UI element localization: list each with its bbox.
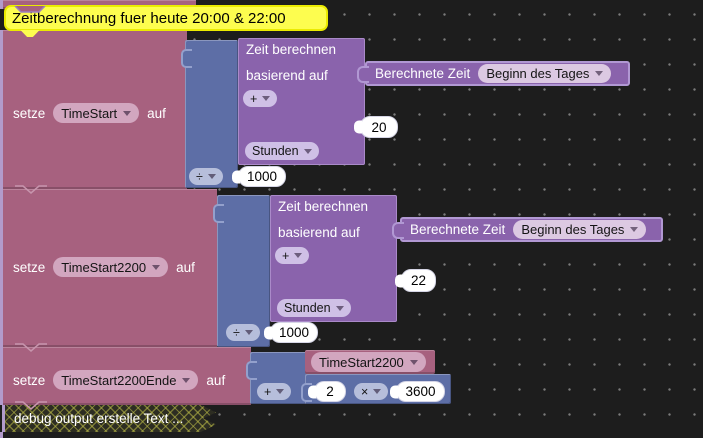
add-operator-dropdown[interactable]: + (257, 383, 292, 400)
divide-operator: ÷ (233, 325, 240, 340)
dropdown-arrow-icon (409, 359, 418, 365)
offscreen-block-edge (0, 0, 196, 9)
variable-ref-name: TimeStart2200 (319, 354, 404, 370)
divide-operator: ÷ (196, 169, 203, 184)
divisor-value: 1000 (246, 169, 278, 184)
dropdown-arrow-icon (373, 389, 382, 394)
unit-value: Stunden (284, 301, 331, 315)
plus-operator: + (250, 91, 258, 106)
plus-operator-dropdown[interactable]: + (243, 90, 278, 107)
divisor-field[interactable]: 1000 (270, 322, 318, 343)
base-time-value: Beginn des Tages (521, 222, 625, 237)
time-calc-title: Zeit berechnen (278, 199, 369, 214)
base-time-dropdown[interactable]: Beginn des Tages (513, 220, 647, 239)
comment-text: Zeitberechnung fuer heute 20:00 & 22:00 (12, 9, 286, 27)
hours-value: 22 (410, 273, 427, 288)
dropdown-arrow-icon (303, 148, 312, 154)
calculated-time-label: Berechnete Zeit (375, 66, 471, 81)
dropdown-arrow-icon (182, 377, 191, 383)
dropdown-arrow-icon (207, 174, 216, 179)
divisor-field[interactable]: 1000 (238, 166, 286, 187)
multiply-operator: × (361, 384, 369, 399)
divisor-value: 1000 (278, 325, 310, 340)
calculated-time-label: Berechnete Zeit (410, 222, 506, 237)
time-calc-title: Zeit berechnen (246, 42, 337, 57)
block-edge-highlight (0, 432, 3, 438)
debug-output-block[interactable]: debug output erstelle Text ... (2, 405, 216, 432)
block-seam-notch-icon (15, 343, 47, 352)
divide-operator-dropdown[interactable]: ÷ (189, 168, 223, 185)
set-keyword: setze (13, 259, 46, 275)
hours-field[interactable]: 20 (360, 116, 398, 138)
dropdown-arrow-icon (262, 96, 271, 101)
multiply-operator-dropdown[interactable]: × (354, 383, 389, 400)
dropdown-arrow-icon (276, 389, 285, 394)
block-seam-notch-icon (15, 401, 47, 410)
multiplier-field[interactable]: 3600 (396, 381, 445, 402)
divide-operator-dropdown[interactable]: ÷ (226, 324, 260, 341)
variable-name: TimeStart2200Ende (61, 372, 177, 388)
comment-block[interactable]: Zeitberechnung fuer heute 20:00 & 22:00 (4, 5, 328, 31)
math-divide-block-2[interactable] (213, 195, 270, 347)
set-keyword: setze (13, 372, 46, 388)
time-calc-basis-label: basierend auf (278, 225, 360, 240)
dropdown-arrow-icon (335, 305, 344, 311)
dropdown-arrow-icon (244, 330, 253, 335)
set-suffix: auf (206, 372, 226, 388)
math-divide-block-1[interactable] (181, 40, 238, 188)
dropdown-arrow-icon (123, 110, 132, 116)
set-row-2: setze TimeStart2200 auf (13, 257, 195, 277)
unit-dropdown[interactable]: Stunden (277, 299, 351, 317)
variable-ref-dropdown[interactable]: TimeStart2200 (311, 352, 426, 372)
hours-value: 20 (371, 119, 387, 135)
base-time-dropdown[interactable]: Beginn des Tages (478, 64, 612, 83)
unit-dropdown[interactable]: Stunden (245, 142, 319, 160)
set-row-1: setze TimeStart auf (13, 103, 166, 123)
calculated-time-block-2[interactable]: Berechnete Zeit Beginn des Tages (392, 217, 663, 242)
debug-output-text: debug output erstelle Text ... (14, 411, 184, 426)
dropdown-arrow-icon (630, 227, 639, 232)
base-time-value: Beginn des Tages (486, 66, 590, 81)
comment-bottom-tab (20, 30, 40, 37)
hours-field[interactable]: 22 (401, 269, 436, 292)
set-suffix: auf (176, 259, 195, 275)
factor-field[interactable]: 2 (314, 381, 346, 402)
plus-operator-dropdown[interactable]: + (275, 247, 310, 264)
variable-dropdown[interactable]: TimeStart2200Ende (53, 370, 199, 390)
set-suffix: auf (147, 105, 166, 121)
variable-dropdown[interactable]: TimeStart (53, 103, 140, 123)
multiplier-value: 3600 (405, 384, 436, 399)
unit-value: Stunden (252, 144, 299, 158)
calculated-time-block-1[interactable]: Berechnete Zeit Beginn des Tages (357, 61, 630, 86)
variable-name: TimeStart2200 (61, 259, 147, 275)
puzzle-tab-icon (14, 6, 46, 13)
add-operator: + (264, 384, 272, 399)
variable-name: TimeStart (61, 105, 118, 121)
dropdown-arrow-icon (595, 71, 604, 76)
set-row-3: setze TimeStart2200Ende auf (13, 370, 225, 390)
factor-value: 2 (326, 384, 334, 399)
dropdown-arrow-icon (294, 253, 303, 258)
block-seam-notch-icon (15, 185, 47, 194)
time-calc-basis-label: basierend auf (246, 68, 328, 83)
variable-dropdown[interactable]: TimeStart2200 (53, 257, 169, 277)
plus-operator: + (282, 248, 290, 263)
set-keyword: setze (13, 105, 46, 121)
dropdown-arrow-icon (152, 264, 161, 270)
